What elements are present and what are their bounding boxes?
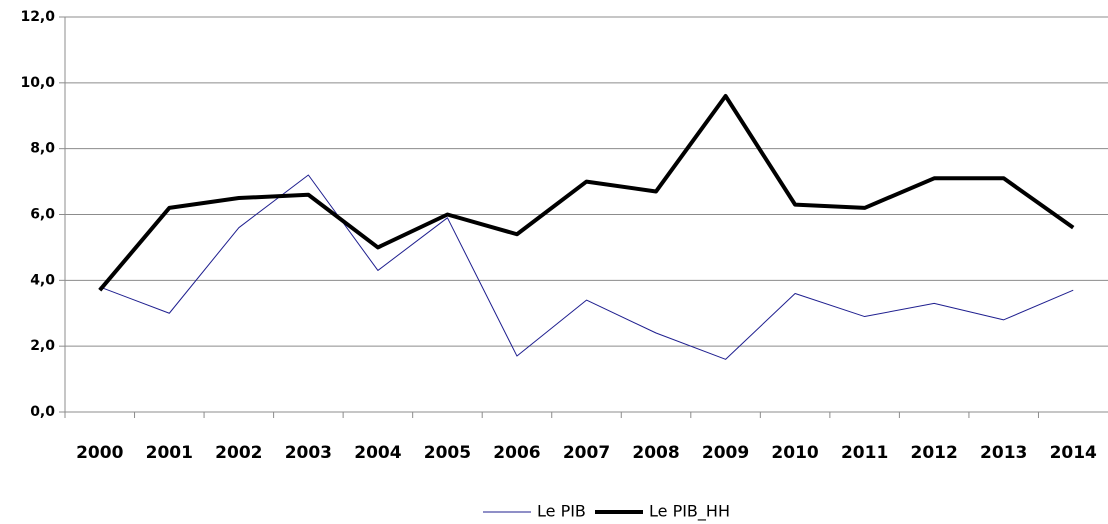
- x-tick-label: 2000: [76, 443, 123, 463]
- x-tick-label: 2002: [215, 443, 262, 463]
- y-tick-label: 0,0: [30, 404, 55, 420]
- y-tick-label: 2,0: [30, 338, 55, 354]
- x-tick-label: 2014: [1050, 443, 1097, 463]
- x-tick-label: 2003: [285, 443, 332, 463]
- x-tick-label: 2005: [424, 443, 471, 463]
- x-tick-label: 2013: [980, 443, 1027, 463]
- x-tick-label: 2007: [563, 443, 610, 463]
- x-tick-label: 2009: [702, 443, 749, 463]
- x-tick-label: 2004: [354, 443, 401, 463]
- x-tick-label: 2001: [146, 443, 193, 463]
- x-tick-label: 2008: [632, 443, 679, 463]
- x-tick-label: 2010: [771, 443, 818, 463]
- y-tick-label: 12,0: [20, 9, 55, 25]
- y-tick-label: 8,0: [30, 141, 55, 157]
- x-tick-label: 2011: [841, 443, 888, 463]
- y-tick-label: 4,0: [30, 272, 55, 288]
- legend-label: Le PIB_HH: [649, 502, 730, 522]
- x-tick-label: 2006: [493, 443, 540, 463]
- x-tick-label: 2012: [911, 443, 958, 463]
- series-line: [99, 174, 1074, 360]
- y-tick-label: 6,0: [30, 207, 55, 223]
- series-line: [98, 94, 1075, 292]
- legend-label: Le PIB: [537, 502, 586, 521]
- y-tick-label: 10,0: [20, 75, 55, 91]
